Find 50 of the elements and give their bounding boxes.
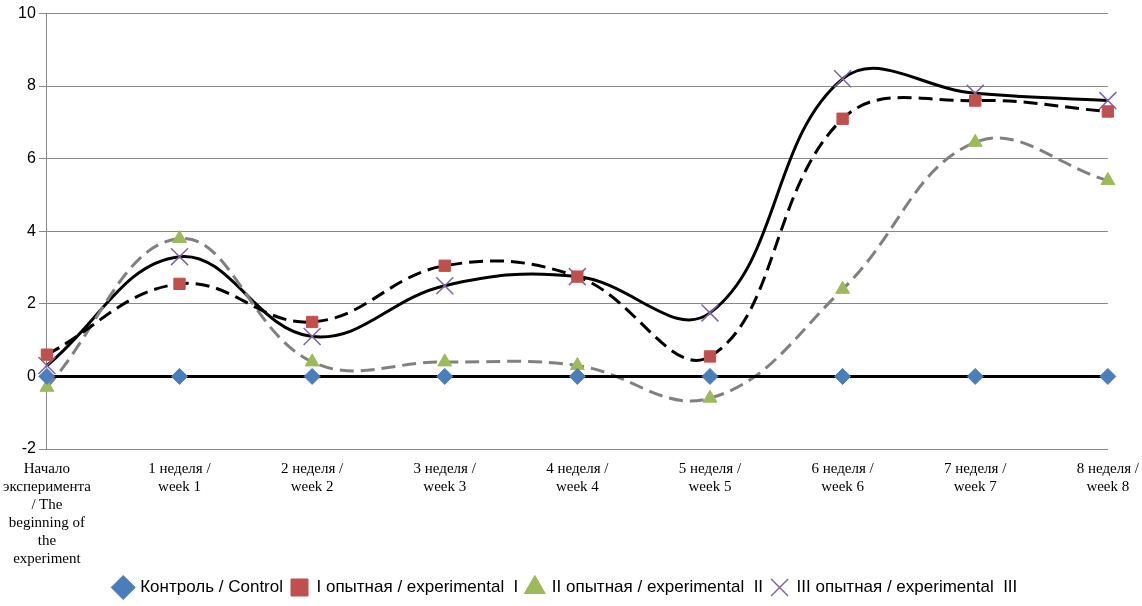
point [303,367,321,385]
point [173,277,186,291]
point [966,367,984,385]
x-tick-label: 4 неделя / week 4 [546,459,610,494]
legend-label: I опытная / experimental I [316,577,519,597]
x-tick-label: 1 неделя / week 1 [148,459,212,494]
point [836,112,849,125]
point [38,367,56,385]
point [833,69,852,89]
x-tick-label: 2 неделя / week 2 [280,459,345,494]
point [700,303,720,323]
y-tick-label: 8 [26,76,36,94]
point [969,94,982,107]
point [702,389,718,403]
point [172,230,187,244]
point [305,315,319,329]
y-tick-label: 0 [26,366,36,384]
y-tick-label: 4 [26,221,36,239]
point [438,259,451,272]
point [40,348,54,361]
point [701,367,719,385]
point [1099,367,1117,385]
point [1098,91,1118,110]
x-tick-label: 5 неделя / week 5 [678,459,742,494]
point [437,353,453,367]
point [37,356,57,375]
y-tick-label: 2 [26,294,36,312]
legend-label: Контроль / Control [140,577,284,597]
y-tick-label: -2 [21,439,36,457]
y-tick-label: 6 [26,149,36,167]
point [170,247,189,266]
point [304,353,320,367]
legend-label: II опытная / experimental II [551,577,764,597]
point [834,367,852,385]
x-tick-label: 6 неделя / week 6 [811,459,875,494]
point [302,327,322,346]
y-tick-label: 10 [18,3,36,21]
point [1101,105,1114,118]
x-tick-label: Начало эксперимента / The beginning of the experiment [3,459,92,566]
x-tick-label: 3 неделя / week 3 [413,459,477,494]
point [703,350,717,363]
point [569,357,585,371]
point [435,276,454,295]
point [171,367,189,385]
x-tick-label: 8 неделя / week 8 [1076,459,1140,494]
legend-label: III опытная / experimental III [796,577,1018,597]
point [436,367,454,385]
point [835,280,851,294]
point [568,367,586,385]
x-tick-label: 7 неделя / week 7 [944,459,1008,494]
